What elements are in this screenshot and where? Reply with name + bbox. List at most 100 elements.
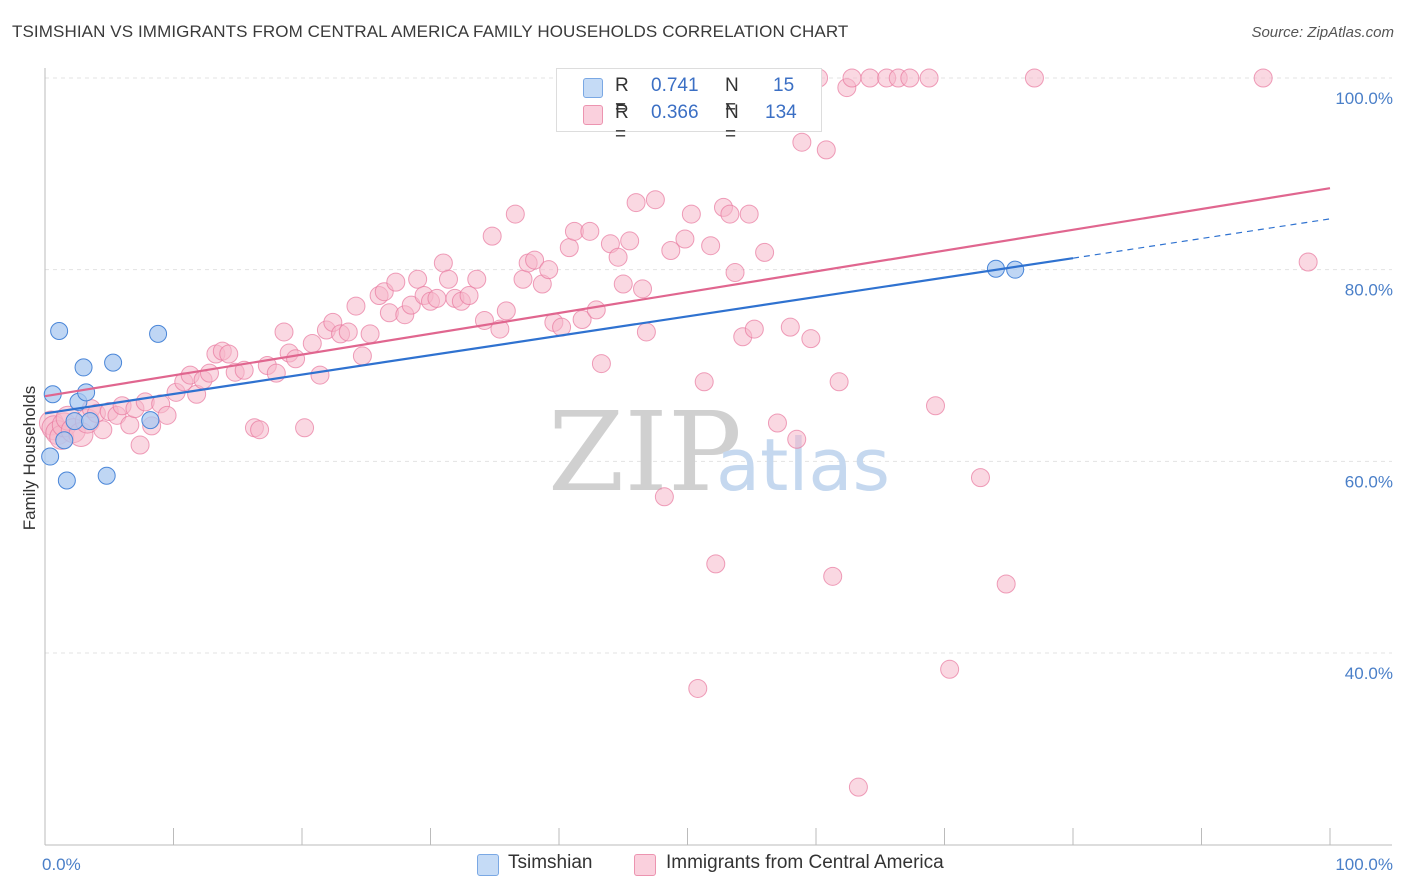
legend-label-tsimshian: Tsimshian xyxy=(508,852,593,873)
immigrants-point xyxy=(688,678,708,698)
immigrants-point xyxy=(780,317,800,337)
immigrants-point xyxy=(620,231,640,251)
immigrants-point xyxy=(801,329,821,349)
tsimshian-point xyxy=(74,358,93,377)
immigrants-point xyxy=(970,468,990,488)
immigrants-point xyxy=(940,659,960,679)
immigrants-point xyxy=(848,777,868,797)
trend-lines xyxy=(44,187,1331,415)
immigrants-point xyxy=(645,190,665,210)
immigrants-point xyxy=(401,295,421,315)
tsimshian-trend-extension xyxy=(1072,218,1331,259)
series-immigrants-points xyxy=(38,68,1318,797)
immigrants-point xyxy=(513,269,533,289)
immigrants-point xyxy=(744,319,764,339)
immigrants-point xyxy=(346,296,366,316)
tsimshian-point xyxy=(41,447,60,466)
immigrants-point xyxy=(720,204,740,224)
legend-r-value: 0.366 xyxy=(651,102,699,123)
immigrants-point xyxy=(408,269,428,289)
gridlines xyxy=(45,77,1392,654)
immigrants-point xyxy=(525,250,545,270)
legend-r-value: 0.741 xyxy=(651,75,699,96)
tsimshian-point xyxy=(80,412,99,431)
immigrants-point xyxy=(586,300,606,320)
immigrants-point xyxy=(427,288,447,308)
immigrants-point xyxy=(633,279,653,299)
immigrants-point xyxy=(559,238,579,258)
legend-n-label: N = xyxy=(725,102,739,145)
immigrants-point xyxy=(681,204,701,224)
immigrants-point xyxy=(386,272,406,292)
immigrants-point xyxy=(438,269,458,289)
immigrants-point xyxy=(496,301,516,321)
immigrants-point xyxy=(1024,68,1044,88)
immigrants-point xyxy=(996,574,1016,594)
x-tick-label-min: 0.0% xyxy=(42,855,81,874)
legend-swatch-immigrants xyxy=(634,854,656,876)
series-legend: Tsimshian Immigrants from Central Americ… xyxy=(0,852,1406,876)
immigrants-point xyxy=(199,363,219,383)
immigrants-point xyxy=(310,365,330,385)
legend-n-value: 134 xyxy=(765,102,797,123)
immigrants-point xyxy=(816,140,836,160)
watermark-zip: ZIP xyxy=(548,388,742,516)
immigrants-point xyxy=(654,487,674,507)
immigrants-point xyxy=(482,226,502,246)
immigrants-point xyxy=(505,204,525,224)
legend-swatch-blue xyxy=(583,78,603,98)
y-tick-label: 80.0% xyxy=(1345,281,1393,300)
tsimshian-point xyxy=(65,412,84,431)
immigrants-point xyxy=(93,420,113,440)
immigrants-point xyxy=(539,260,559,280)
y-tick-label: 60.0% xyxy=(1345,472,1393,491)
immigrants-point xyxy=(919,68,939,88)
immigrants-point xyxy=(219,344,239,364)
y-tick-label: 40.0% xyxy=(1345,664,1393,683)
immigrants-point xyxy=(274,322,294,342)
immigrants-point xyxy=(900,68,920,88)
immigrants-point xyxy=(250,420,270,440)
immigrants-point xyxy=(286,349,306,369)
tsimshian-point xyxy=(104,353,123,372)
immigrants-point xyxy=(787,429,807,449)
immigrants-point xyxy=(739,204,759,224)
immigrants-point xyxy=(459,286,479,306)
y-tick-labels: 40.0% 60.0% 80.0% 100.0% xyxy=(1335,89,1393,683)
immigrants-point xyxy=(767,413,787,433)
immigrants-trend-line xyxy=(44,187,1331,398)
legend-label-immigrants: Immigrants from Central America xyxy=(666,852,944,873)
immigrants-point xyxy=(608,247,628,267)
legend-r-label: R = xyxy=(615,102,629,145)
immigrants-point xyxy=(860,68,880,88)
immigrants-point xyxy=(360,324,380,344)
immigrants-point xyxy=(572,310,592,329)
immigrants-point xyxy=(295,418,315,438)
tsimshian-trend-line xyxy=(44,257,1074,415)
immigrants-point xyxy=(338,322,358,342)
immigrants-point xyxy=(433,253,453,273)
immigrants-point xyxy=(580,221,600,241)
immigrants-point xyxy=(626,193,646,213)
immigrants-point xyxy=(792,132,812,152)
tsimshian-point xyxy=(50,322,69,340)
immigrants-point xyxy=(467,269,487,289)
immigrants-point xyxy=(613,274,633,294)
immigrants-point xyxy=(926,396,946,416)
immigrants-point xyxy=(823,566,843,586)
immigrants-point xyxy=(302,333,322,353)
watermark: ZIP atlas xyxy=(548,388,890,516)
immigrants-point xyxy=(706,554,726,574)
immigrants-point xyxy=(490,319,510,339)
immigrants-point xyxy=(1298,252,1318,272)
correlation-legend: R = 0.741 N = 15 R = 0.366 N = 134 xyxy=(556,68,822,145)
tsimshian-point xyxy=(141,411,160,430)
immigrants-point xyxy=(725,263,745,283)
y-axis-label: Family Households xyxy=(20,386,39,531)
tsimshian-point xyxy=(97,466,116,485)
immigrants-point xyxy=(701,236,721,256)
immigrants-point xyxy=(234,360,254,380)
legend-r-label: R = xyxy=(615,75,629,118)
immigrants-point xyxy=(755,242,775,262)
